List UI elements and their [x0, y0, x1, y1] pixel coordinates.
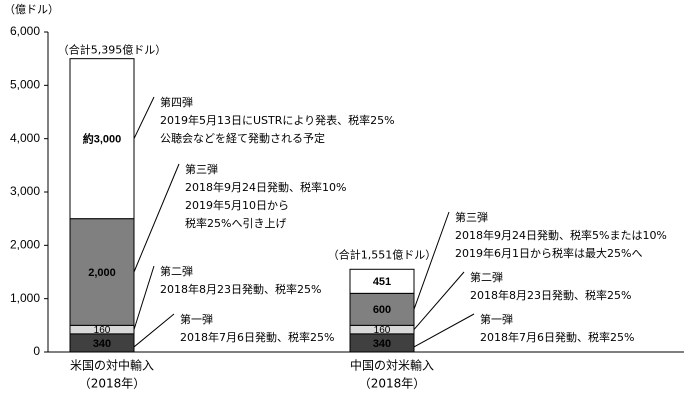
value-label: 2,000: [88, 267, 116, 279]
bar-segment: [69, 58, 135, 220]
value-label: 約3,000: [83, 132, 122, 146]
callout-heading: 第二弾: [160, 264, 193, 278]
callout-line: [413, 313, 475, 348]
callout-heading: 第三弾: [185, 162, 218, 176]
callout-line: [133, 265, 155, 330]
callout-heading: 第二弾: [470, 270, 503, 284]
callout-text: 2018年9月24日発動、税率10%: [185, 180, 346, 194]
callout-line: [133, 313, 175, 348]
y-tick-label: 4,000: [10, 131, 40, 145]
x-tick-label: 中国の対米輸入: [350, 358, 434, 373]
callout-line: [133, 163, 180, 273]
callout-text: 公聴会などを経て発動される予定: [160, 131, 325, 145]
callout-text: 2019年5月10日から: [185, 198, 289, 212]
value-label: 340: [93, 338, 111, 350]
callout-text: 2018年7月6日発動、税率25%: [180, 330, 334, 344]
x-tick-label: 米国の対中輸入: [70, 358, 154, 373]
total-label: （合計1,551億ドル）: [328, 247, 437, 261]
bar-segment: [349, 292, 415, 326]
callout-text: 2018年9月24日発動、税率5%または10%: [455, 228, 667, 242]
value-label: 160: [374, 325, 391, 336]
callout-line: [413, 211, 450, 310]
y-tick-label: 0: [33, 344, 40, 358]
x-tick-label: （2018年）: [359, 377, 426, 391]
callout-text: 2018年8月23日発動、税率25%: [470, 288, 631, 302]
callout-heading: 第一弾: [180, 312, 213, 326]
callout-text: 税率25%へ引き上げ: [185, 216, 286, 230]
y-tick-label: 6,000: [10, 24, 40, 38]
y-tick-label: 3,000: [10, 184, 40, 198]
callout-heading: 第三弾: [455, 210, 488, 224]
value-label: 160: [94, 325, 111, 336]
y-tick-label: 5,000: [10, 78, 40, 92]
value-label: 600: [373, 304, 391, 316]
value-label: 451: [373, 276, 391, 288]
callout-heading: 第一弾: [480, 312, 513, 326]
value-label: 340: [373, 338, 391, 350]
callout-line: [133, 96, 155, 139]
y-unit-label: （億ドル）: [4, 3, 59, 16]
callout-heading: 第四弾: [160, 95, 193, 109]
callout-text: 2018年8月23日発動、税率25%: [160, 282, 321, 296]
bar-segment: [349, 268, 415, 294]
callout-text: 2019年5月13日にUSTRにより発表、税率25%: [160, 113, 395, 127]
y-tick-label: 1,000: [10, 291, 40, 305]
x-tick-label: （2018年）: [79, 377, 146, 391]
y-tick-label: 2,000: [10, 238, 40, 252]
callout-line: [413, 271, 465, 330]
callout-text: 2018年7月6日発動、税率25%: [480, 330, 634, 344]
callout-text: 2019年6月1日から税率は最大25%へ: [455, 246, 642, 260]
total-label: （合計5,395億ドル）: [58, 42, 167, 56]
